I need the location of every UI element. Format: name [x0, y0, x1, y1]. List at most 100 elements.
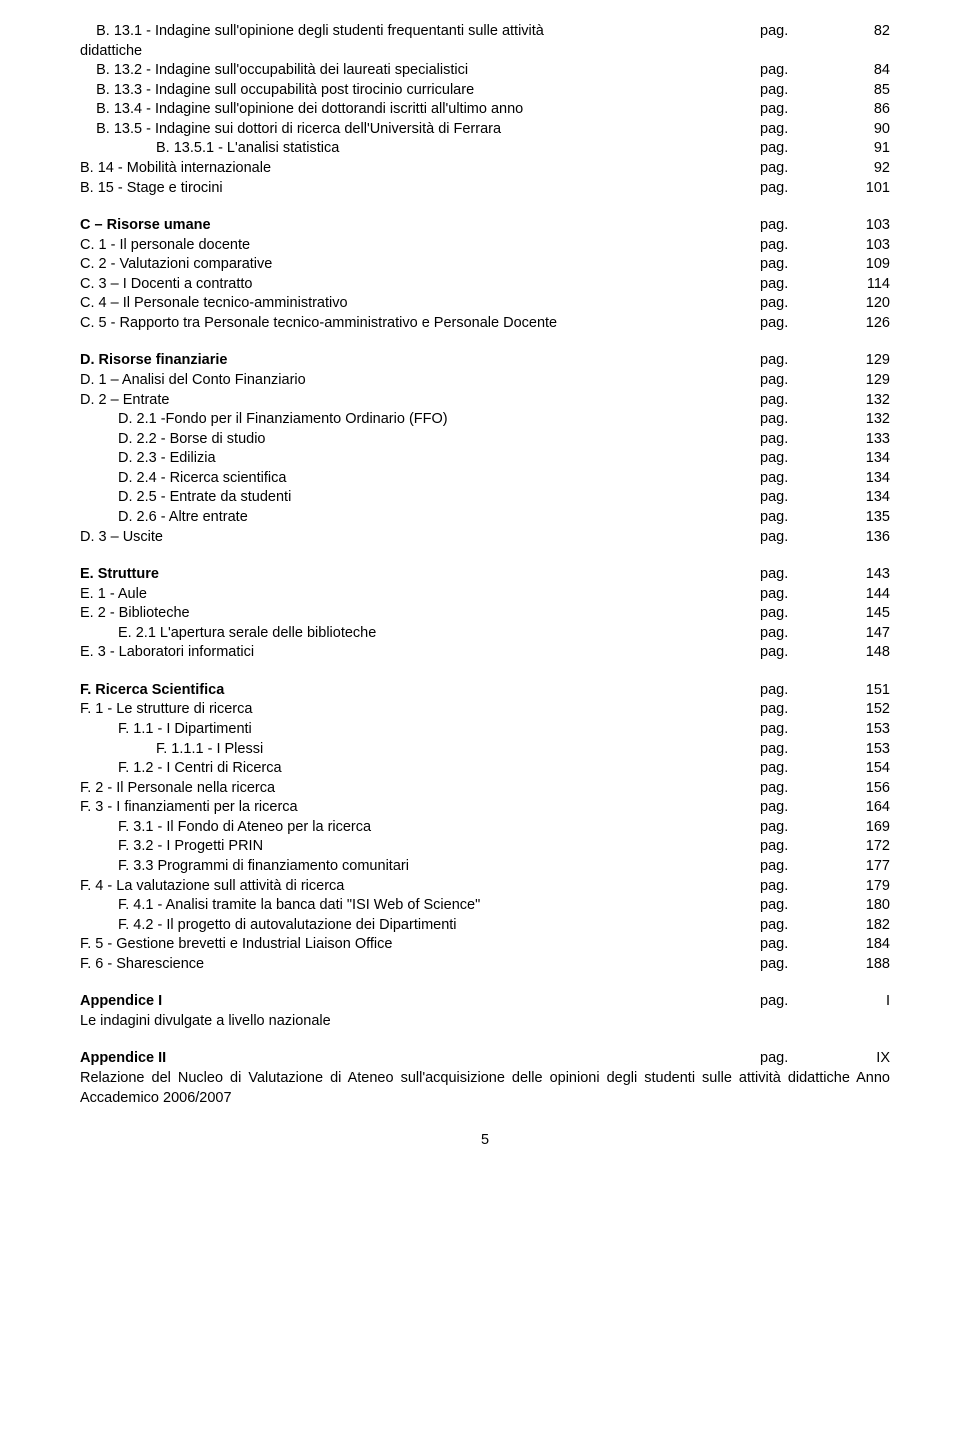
pag-label: pag. — [760, 22, 830, 61]
toc-title: B. 13.4 - Indagine sull'opinione dei dot… — [80, 100, 760, 120]
page-ref: 148 — [830, 643, 890, 663]
toc-title: F. 1.2 - I Centri di Ricerca — [80, 759, 760, 779]
toc-title: B. 13.2 - Indagine sull'occupabilità dei… — [80, 61, 760, 81]
toc-title: F. 3 - I finanziamenti per la ricerca — [80, 798, 760, 818]
toc-section: F. Ricerca Scientificapag.151F. 1 - Le s… — [80, 681, 890, 974]
page-ref: 120 — [830, 294, 890, 314]
toc-row: F. 3.3 Programmi di finanziamento comuni… — [80, 857, 890, 877]
toc-title: C. 5 - Rapporto tra Personale tecnico-am… — [80, 314, 760, 334]
page-ref: 135 — [830, 508, 890, 528]
page-ref: 103 — [830, 236, 890, 256]
page-ref: 177 — [830, 857, 890, 877]
page-ref: 180 — [830, 896, 890, 916]
toc-title: C – Risorse umane — [80, 216, 760, 236]
pag-label: pag. — [760, 371, 830, 391]
pag-label: pag. — [760, 236, 830, 256]
page-ref: 82 — [830, 22, 890, 61]
toc-row: F. 3.2 - I Progetti PRINpag.172 — [80, 837, 890, 857]
pag-label: pag. — [760, 351, 830, 371]
toc-row: D. 2.1 -Fondo per il Finanziamento Ordin… — [80, 410, 890, 430]
pag-label: pag. — [760, 779, 830, 799]
toc-title: F. 6 - Sharescience — [80, 955, 760, 975]
pag-label: pag. — [760, 430, 830, 450]
page-ref: 134 — [830, 449, 890, 469]
page-ref: 132 — [830, 391, 890, 411]
page-ref: 154 — [830, 759, 890, 779]
toc-title: F. 3.1 - Il Fondo di Ateneo per la ricer… — [80, 818, 760, 838]
pag-label: pag. — [760, 139, 830, 159]
toc-title: F. Ricerca Scientifica — [80, 681, 760, 701]
page-ref: 182 — [830, 916, 890, 936]
pag-label: pag. — [760, 700, 830, 720]
page-ref: 147 — [830, 624, 890, 644]
toc-row: C. 5 - Rapporto tra Personale tecnico-am… — [80, 314, 890, 334]
pag-label: pag. — [760, 179, 830, 199]
page-ref: 169 — [830, 818, 890, 838]
pag-label: pag. — [760, 216, 830, 236]
toc-row: F. 1.1 - I Dipartimentipag.153 — [80, 720, 890, 740]
toc-title: F. 1 - Le strutture di ricerca — [80, 700, 760, 720]
page-ref: 153 — [830, 740, 890, 760]
toc-section: D. Risorse finanziariepag.129D. 1 – Anal… — [80, 351, 890, 547]
toc-row: F. 3.1 - Il Fondo di Ateneo per la ricer… — [80, 818, 890, 838]
pag-label: pag. — [760, 681, 830, 701]
pag-label: pag. — [760, 410, 830, 430]
toc-title: B. 15 - Stage e tirocini — [80, 179, 760, 199]
toc-title: D. 2.6 - Altre entrate — [80, 508, 760, 528]
page-ref: 136 — [830, 528, 890, 548]
page-ref: 91 — [830, 139, 890, 159]
toc-row: Appendice I pag. I — [80, 992, 890, 1012]
appendix-title: Appendice I — [80, 992, 760, 1012]
toc-title: F. 5 - Gestione brevetti e Industrial Li… — [80, 935, 760, 955]
page-ref: 172 — [830, 837, 890, 857]
toc-title: F. 2 - Il Personale nella ricerca — [80, 779, 760, 799]
pag-label: pag. — [760, 992, 830, 1012]
page-ref: 129 — [830, 351, 890, 371]
toc-title: D. Risorse finanziarie — [80, 351, 760, 371]
toc-title: D. 2.5 - Entrate da studenti — [80, 488, 760, 508]
toc-title: B. 13.5 - Indagine sui dottori di ricerc… — [80, 120, 760, 140]
page-ref: 164 — [830, 798, 890, 818]
page-ref: 156 — [830, 779, 890, 799]
toc-row: B. 13.1 - Indagine sull'opinione degli s… — [80, 22, 890, 61]
toc-row: F. 5 - Gestione brevetti e Industrial Li… — [80, 935, 890, 955]
page-ref: 92 — [830, 159, 890, 179]
toc-row: C. 2 - Valutazioni comparativepag.109 — [80, 255, 890, 275]
pag-label: pag. — [760, 159, 830, 179]
toc-row: E. 3 - Laboratori informaticipag.148 — [80, 643, 890, 663]
page-ref: 153 — [830, 720, 890, 740]
pag-label: pag. — [760, 759, 830, 779]
page-ref: 84 — [830, 61, 890, 81]
toc-title: F. 4.1 - Analisi tramite la banca dati "… — [80, 896, 760, 916]
toc-title: D. 2 – Entrate — [80, 391, 760, 411]
toc-title: F. 3.2 - I Progetti PRIN — [80, 837, 760, 857]
pag-label: pag. — [760, 896, 830, 916]
toc-title: B. 14 - Mobilità internazionale — [80, 159, 760, 179]
toc-row: E. 2.1 L'apertura serale delle bibliotec… — [80, 624, 890, 644]
toc-title: B. 13.5.1 - L'analisi statistica — [80, 139, 760, 159]
toc-row: D. Risorse finanziariepag.129 — [80, 351, 890, 371]
toc-row: F. Ricerca Scientificapag.151 — [80, 681, 890, 701]
toc-title: D. 2.2 - Borse di studio — [80, 430, 760, 450]
toc-row: B. 13.3 - Indagine sull occupabilità pos… — [80, 81, 890, 101]
toc-row: C – Risorse umanepag.103 — [80, 216, 890, 236]
toc-title: F. 4.2 - Il progetto di autovalutazione … — [80, 916, 760, 936]
toc-row: D. 2.5 - Entrate da studentipag.134 — [80, 488, 890, 508]
toc-row: F. 2 - Il Personale nella ricercapag.156 — [80, 779, 890, 799]
toc-title: F. 3.3 Programmi di finanziamento comuni… — [80, 857, 760, 877]
toc-row: E. 1 - Aulepag.144 — [80, 585, 890, 605]
toc-row: F. 1.1.1 - I Plessipag.153 — [80, 740, 890, 760]
toc-row: D. 2 – Entratepag.132 — [80, 391, 890, 411]
page-ref: I — [830, 992, 890, 1012]
pag-label: pag. — [760, 81, 830, 101]
toc-row: D. 2.2 - Borse di studiopag.133 — [80, 430, 890, 450]
page-ref: 85 — [830, 81, 890, 101]
pag-label: pag. — [760, 935, 830, 955]
pag-label: pag. — [760, 61, 830, 81]
toc-title: E. 3 - Laboratori informatici — [80, 643, 760, 663]
toc-row: D. 3 – Uscitepag.136 — [80, 528, 890, 548]
toc-row: Appendice II pag. IX — [80, 1049, 890, 1069]
pag-label: pag. — [760, 720, 830, 740]
toc-row: D. 1 – Analisi del Conto Finanziariopag.… — [80, 371, 890, 391]
toc-row: F. 3 - I finanziamenti per la ricercapag… — [80, 798, 890, 818]
